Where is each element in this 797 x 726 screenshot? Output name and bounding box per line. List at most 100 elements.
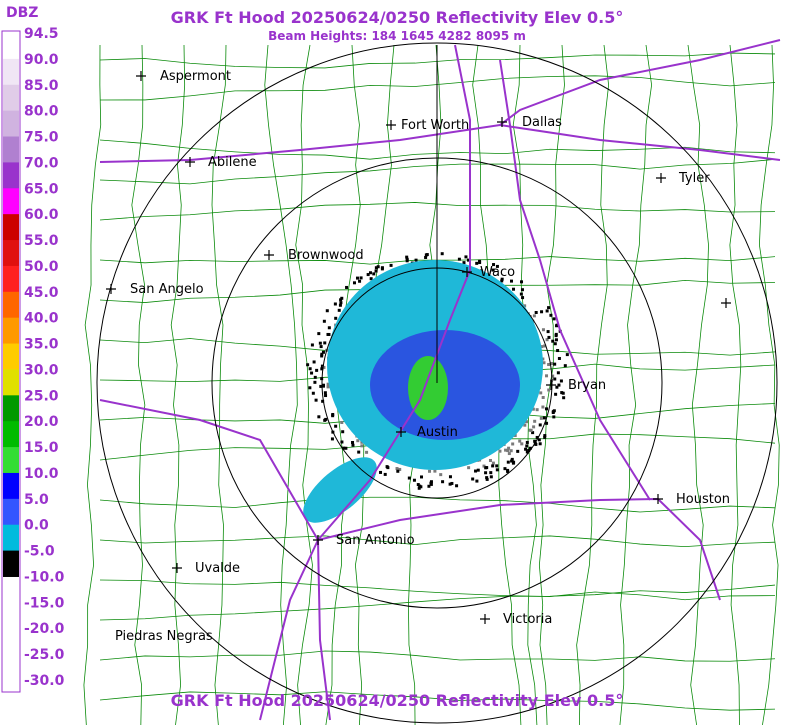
echo-pixel	[339, 298, 343, 302]
city-label: San Angelo	[130, 282, 204, 297]
echo-pixel	[554, 392, 558, 396]
city-label: Waco	[480, 265, 515, 280]
echo-pixel	[489, 475, 493, 479]
echo-pixel	[448, 475, 452, 479]
echo-pixel	[485, 466, 489, 470]
echo-pixel	[337, 308, 341, 312]
echo-pixel	[417, 486, 421, 490]
echo-pixel	[523, 304, 527, 308]
echo-pixel	[321, 399, 325, 403]
echo-pixel	[533, 419, 537, 423]
range-rings	[96, 42, 778, 724]
echo-pixel	[495, 264, 499, 268]
echo-pixel	[545, 338, 549, 342]
echo-pixel	[525, 444, 529, 448]
echo-pixel	[351, 440, 355, 444]
echo-pixel	[389, 263, 393, 267]
echo-pixel	[475, 479, 479, 483]
echo-pixel	[462, 261, 466, 265]
legend-label: 30.0	[24, 362, 59, 378]
legend-label: 10.0	[24, 466, 59, 482]
echo-pixel	[320, 352, 324, 356]
echo-pixel	[478, 259, 482, 263]
echo-pixel	[539, 391, 543, 395]
echo-pixel	[554, 332, 558, 336]
echo-pixel	[546, 330, 550, 334]
echo-pixel	[542, 361, 546, 365]
city-label: Brownwood	[288, 248, 364, 263]
echo-pixel	[475, 261, 479, 265]
echo-pixel	[396, 469, 400, 473]
echo-pixel	[360, 444, 364, 448]
legend-swatch	[3, 472, 19, 500]
city-marker	[172, 563, 182, 573]
legend-swatch	[3, 33, 19, 60]
echo-pixel	[317, 332, 321, 336]
legend-label: 25.0	[24, 388, 59, 404]
echo-pixel	[341, 430, 345, 434]
echo-pixel	[529, 428, 533, 432]
echo-pixel	[491, 461, 495, 465]
county-line	[264, 44, 298, 726]
city-label: Fort Worth	[401, 118, 469, 133]
echo-pixel	[318, 341, 322, 345]
echo-pixel	[418, 484, 422, 488]
subtitle: Beam Heights: 184 1645 4282 8095 m	[268, 29, 526, 43]
echo-pixel	[322, 365, 326, 369]
echo-pixel	[464, 255, 468, 259]
legend-swatch	[3, 136, 19, 163]
echo-pixel	[317, 415, 321, 419]
legend-label: 94.5	[24, 26, 59, 42]
legend-swatch	[3, 240, 19, 267]
legend-label: -5.0	[24, 544, 55, 560]
echo-pixel	[455, 484, 459, 488]
echo-pixel	[312, 360, 316, 364]
echo-pixel	[327, 326, 331, 330]
echo-pixel	[495, 464, 499, 468]
echo-pixel	[306, 363, 310, 367]
legend-swatch	[3, 550, 19, 577]
city-label: Dallas	[522, 115, 562, 130]
echo-pixel	[441, 480, 445, 484]
echo-pixel	[424, 253, 428, 257]
echo-pixel	[321, 384, 325, 388]
echo-pixel	[506, 468, 510, 472]
city-marker	[653, 494, 663, 504]
echo-pixel	[521, 296, 525, 300]
echo-pixel	[561, 391, 565, 395]
echo-pixel	[510, 457, 514, 461]
echo-pixel	[485, 477, 489, 481]
echo-pixel	[520, 288, 524, 292]
legend-label: -20.0	[24, 621, 65, 637]
city-marker	[396, 427, 406, 437]
city-label: Abilene	[208, 155, 257, 170]
city-marker	[106, 284, 116, 294]
county-line	[83, 44, 102, 726]
echo-pixel	[405, 257, 409, 261]
legend-swatch	[3, 188, 19, 215]
county-line	[211, 44, 227, 726]
echo-pixel	[509, 449, 513, 453]
echo-pixel	[357, 450, 361, 454]
echo-pixel	[374, 269, 378, 273]
city-marker	[386, 120, 396, 130]
echo-pixel	[427, 484, 431, 488]
echo-pixel	[553, 342, 557, 346]
legend-label: 35.0	[24, 337, 59, 353]
county-line	[99, 535, 776, 548]
echo-pixel	[565, 353, 569, 357]
legend-label: 75.0	[24, 130, 59, 146]
city-marker	[264, 250, 274, 260]
echo-pixel	[511, 442, 515, 446]
echo-pixel	[507, 446, 511, 450]
echo-pixel	[439, 473, 443, 477]
legend-swatch	[3, 291, 19, 319]
echo-pixel	[351, 443, 355, 447]
echo-pixel	[547, 388, 551, 392]
echo-pixel	[327, 332, 331, 336]
echo-pixel	[326, 385, 330, 389]
echo-pixel	[525, 440, 529, 444]
county-line	[99, 496, 776, 513]
echo-pixel	[541, 357, 545, 361]
